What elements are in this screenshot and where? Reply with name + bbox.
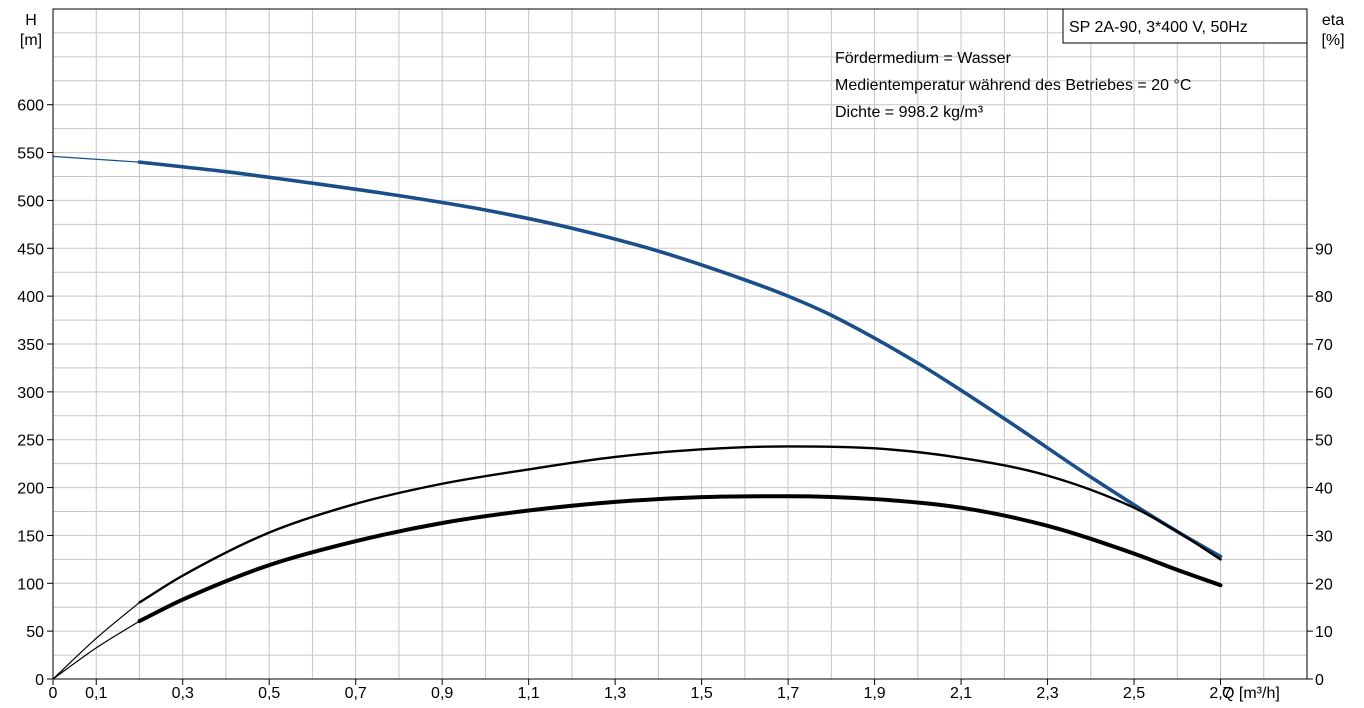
x-tick-label: 2,7 bbox=[1209, 685, 1231, 702]
x-tick-label: 1,1 bbox=[518, 685, 540, 702]
x-tick-label: 0,7 bbox=[345, 685, 367, 702]
x-axis-label: Q [m³/h] bbox=[1222, 685, 1280, 702]
y-left-tick-label: 100 bbox=[17, 576, 44, 593]
y-right-tick-label: 20 bbox=[1315, 576, 1333, 593]
series-2-extrapolated-line bbox=[52, 620, 141, 680]
y-left-tick-label: 500 bbox=[17, 193, 44, 210]
y-left-tick-label: 600 bbox=[17, 98, 44, 115]
y-right-axis-label: eta bbox=[1322, 12, 1344, 29]
y-left-axis-label: H bbox=[25, 12, 37, 29]
y-right-tick-label: 60 bbox=[1315, 385, 1333, 402]
y-left-axis-unit: [m] bbox=[20, 32, 42, 49]
y-right-tick-label: 70 bbox=[1315, 337, 1333, 354]
note-temperature: Medientemperatur während des Betriebes =… bbox=[835, 77, 1191, 94]
y-left-tick-label: 550 bbox=[17, 146, 44, 163]
y-left-tick-label: 250 bbox=[17, 433, 44, 450]
x-tick-label: 1,9 bbox=[863, 685, 885, 702]
series-1-extrapolated-line bbox=[52, 601, 141, 680]
x-tick-label: 2,3 bbox=[1036, 685, 1058, 702]
series-2-line bbox=[137, 494, 1223, 624]
y-right-tick-label: 80 bbox=[1315, 289, 1333, 306]
y-right-tick-label: 90 bbox=[1315, 241, 1333, 258]
y-right-axis-unit: [%] bbox=[1321, 32, 1344, 49]
y-right-tick-label: 30 bbox=[1315, 528, 1333, 545]
x-tick-label: 1,7 bbox=[777, 685, 799, 702]
title-box bbox=[1062, 8, 1308, 44]
x-tick-label: 0,3 bbox=[172, 685, 194, 702]
y-left-tick-label: 50 bbox=[26, 624, 44, 641]
y-left-tick-label: 400 bbox=[17, 289, 44, 306]
y-left-tick-label: 350 bbox=[17, 337, 44, 354]
x-tick-label: 0,9 bbox=[431, 685, 453, 702]
x-tick-label: 0,5 bbox=[258, 685, 280, 702]
series-0-extrapolated-line bbox=[52, 155, 141, 163]
x-tick-label: 2,5 bbox=[1123, 685, 1145, 702]
y-right-tick-label: 50 bbox=[1315, 433, 1333, 450]
y-right-tick-label: 10 bbox=[1315, 624, 1333, 641]
note-medium: Fördermedium = Wasser bbox=[835, 50, 1012, 67]
y-left-tick-label: 150 bbox=[17, 528, 44, 545]
chart-title: SP 2A-90, 3*400 V, 50Hz bbox=[1069, 19, 1248, 36]
y-left-tick-label: 200 bbox=[17, 481, 44, 498]
x-tick-label: 2,1 bbox=[950, 685, 972, 702]
grid-lines bbox=[53, 9, 1307, 679]
note-density: Dichte = 998.2 kg/m³ bbox=[835, 104, 984, 121]
y-left-tick-label: 0 bbox=[35, 672, 44, 689]
x-tick-label: 0,1 bbox=[85, 685, 107, 702]
series-1-line bbox=[138, 445, 1222, 604]
axis-ticks: 0 0,1 0,3 0,5 0,7 0,9 1,1 1,3 1,5 1,7 1,9 2,1 2,3 2,5… bbox=[17, 98, 1333, 702]
x-tick-label: 1,5 bbox=[690, 685, 712, 702]
y-left-tick-label: 300 bbox=[17, 385, 44, 402]
y-left-tick-label: 450 bbox=[17, 241, 44, 258]
x-tick-label: 1,3 bbox=[604, 685, 626, 702]
curves bbox=[52, 155, 1223, 680]
x-tick-label: 0 bbox=[49, 685, 58, 702]
y-right-tick-label: 40 bbox=[1315, 481, 1333, 498]
series-0-line bbox=[137, 160, 1223, 559]
y-right-tick-label: 0 bbox=[1315, 672, 1324, 689]
